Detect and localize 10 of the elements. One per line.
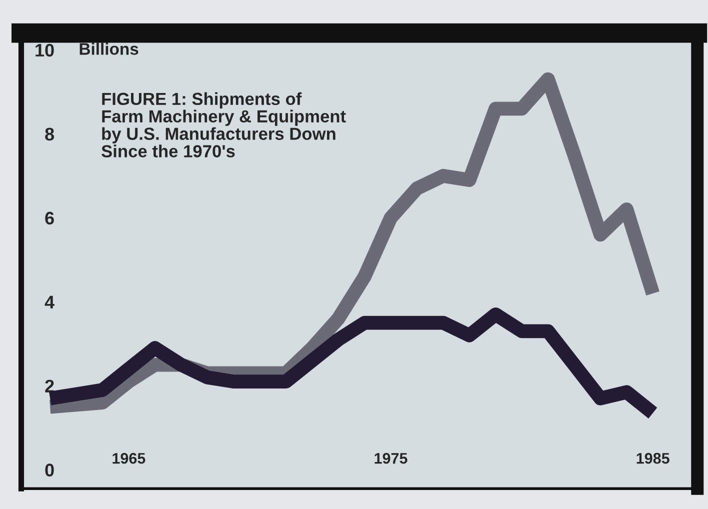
y-tick-label: 4	[44, 296, 54, 308]
y-axis-title: Billions	[80, 42, 138, 55]
y-tick-label: 0	[45, 464, 54, 476]
text: FIGURE 1: Shipments of Farm Machinery & Equipment by U.S. Manufacturers Down Since the 1970's	[102, 92, 346, 158]
y-tick-label: 6	[45, 212, 54, 225]
x-tick-label: 1975	[374, 452, 408, 464]
x-tick-label: 1985	[636, 452, 670, 464]
y-tick-label: 10	[36, 44, 54, 57]
x-tick-label: 1965	[112, 452, 146, 464]
y-tick-label: 8	[45, 128, 54, 141]
